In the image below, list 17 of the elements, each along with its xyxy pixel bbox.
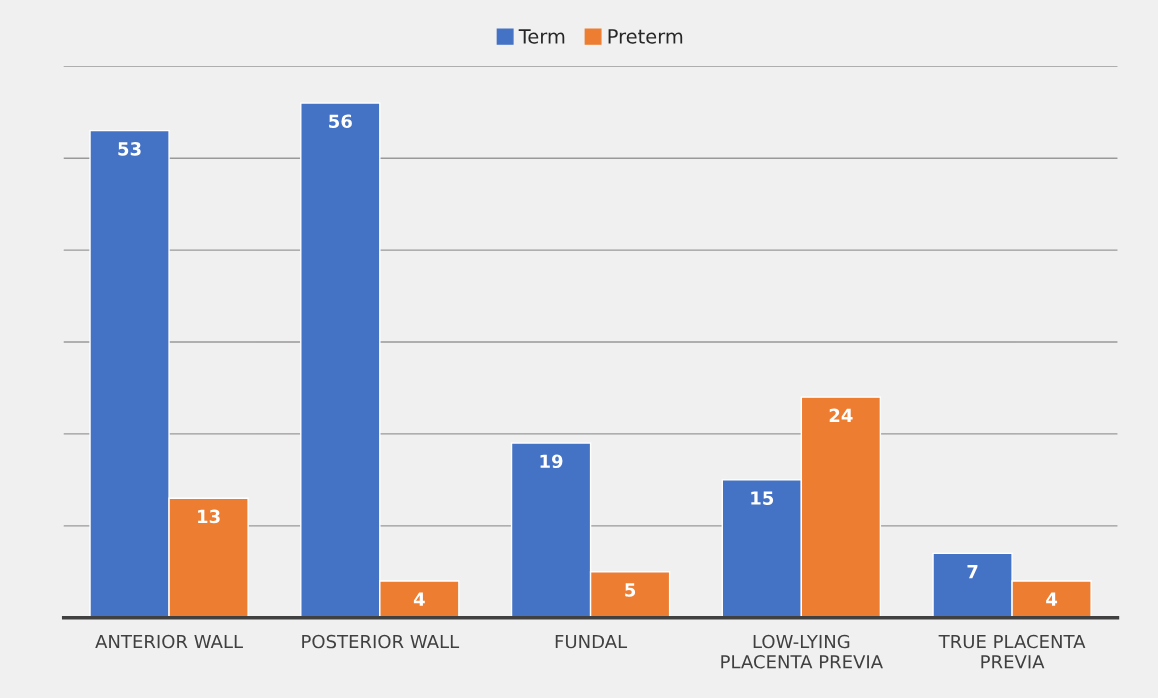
- x-tick-label: ANTERIOR WALL: [95, 634, 243, 649]
- data-label: 24: [829, 408, 853, 422]
- data-label: 4: [1046, 592, 1058, 606]
- legend-label: Preterm: [608, 29, 683, 44]
- data-label: 19: [540, 454, 563, 469]
- data-label: 53: [118, 141, 141, 156]
- x-tick-label: FUNDAL: [555, 634, 628, 649]
- data-label: 4: [413, 592, 425, 606]
- x-tick-label: POSTERIOR WALL: [302, 634, 460, 649]
- legend-label: Term: [518, 29, 565, 44]
- data-label: 15: [751, 491, 774, 505]
- x-tick-label: TRUE PLACENTA PREVIA: [938, 634, 1086, 669]
- data-label: 5: [625, 583, 636, 597]
- data-label: 13: [198, 509, 220, 524]
- x-tick-label: LOW-LYING PLACENTA PREVIA: [721, 634, 883, 669]
- data-label: 7: [967, 564, 978, 579]
- data-label: 56: [329, 114, 352, 129]
